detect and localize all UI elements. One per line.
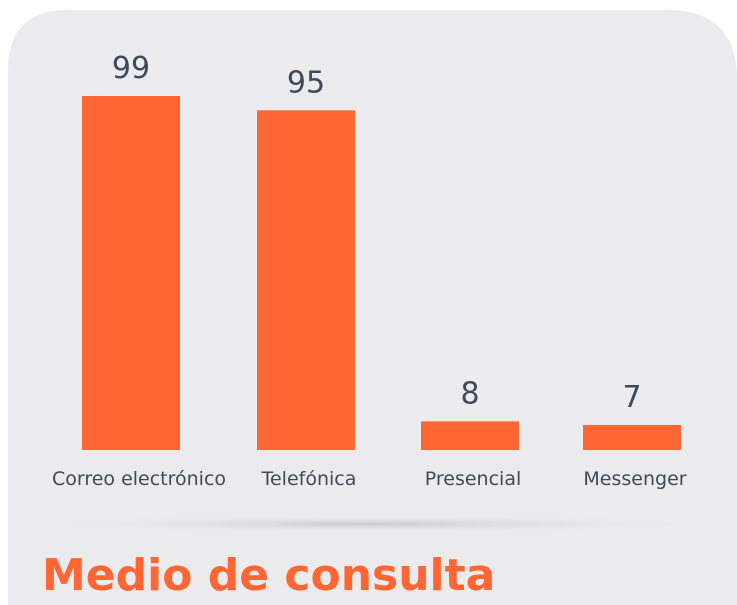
chart-title: Medio de consulta (42, 550, 495, 601)
panel (8, 10, 737, 605)
value-label: 99 (112, 51, 150, 86)
value-label: 8 (460, 376, 479, 411)
x-tick-label: Telefónica (261, 468, 357, 490)
value-label: 95 (287, 65, 325, 100)
shadow (30, 515, 710, 533)
bar (421, 421, 519, 450)
bar (257, 110, 355, 450)
bar (583, 424, 681, 450)
x-tick-label: Correo electrónico (52, 468, 226, 490)
x-tick-label: Presencial (425, 468, 521, 490)
x-tick-label: Messenger (583, 468, 686, 490)
value-label: 7 (622, 380, 641, 415)
bar (82, 96, 180, 450)
